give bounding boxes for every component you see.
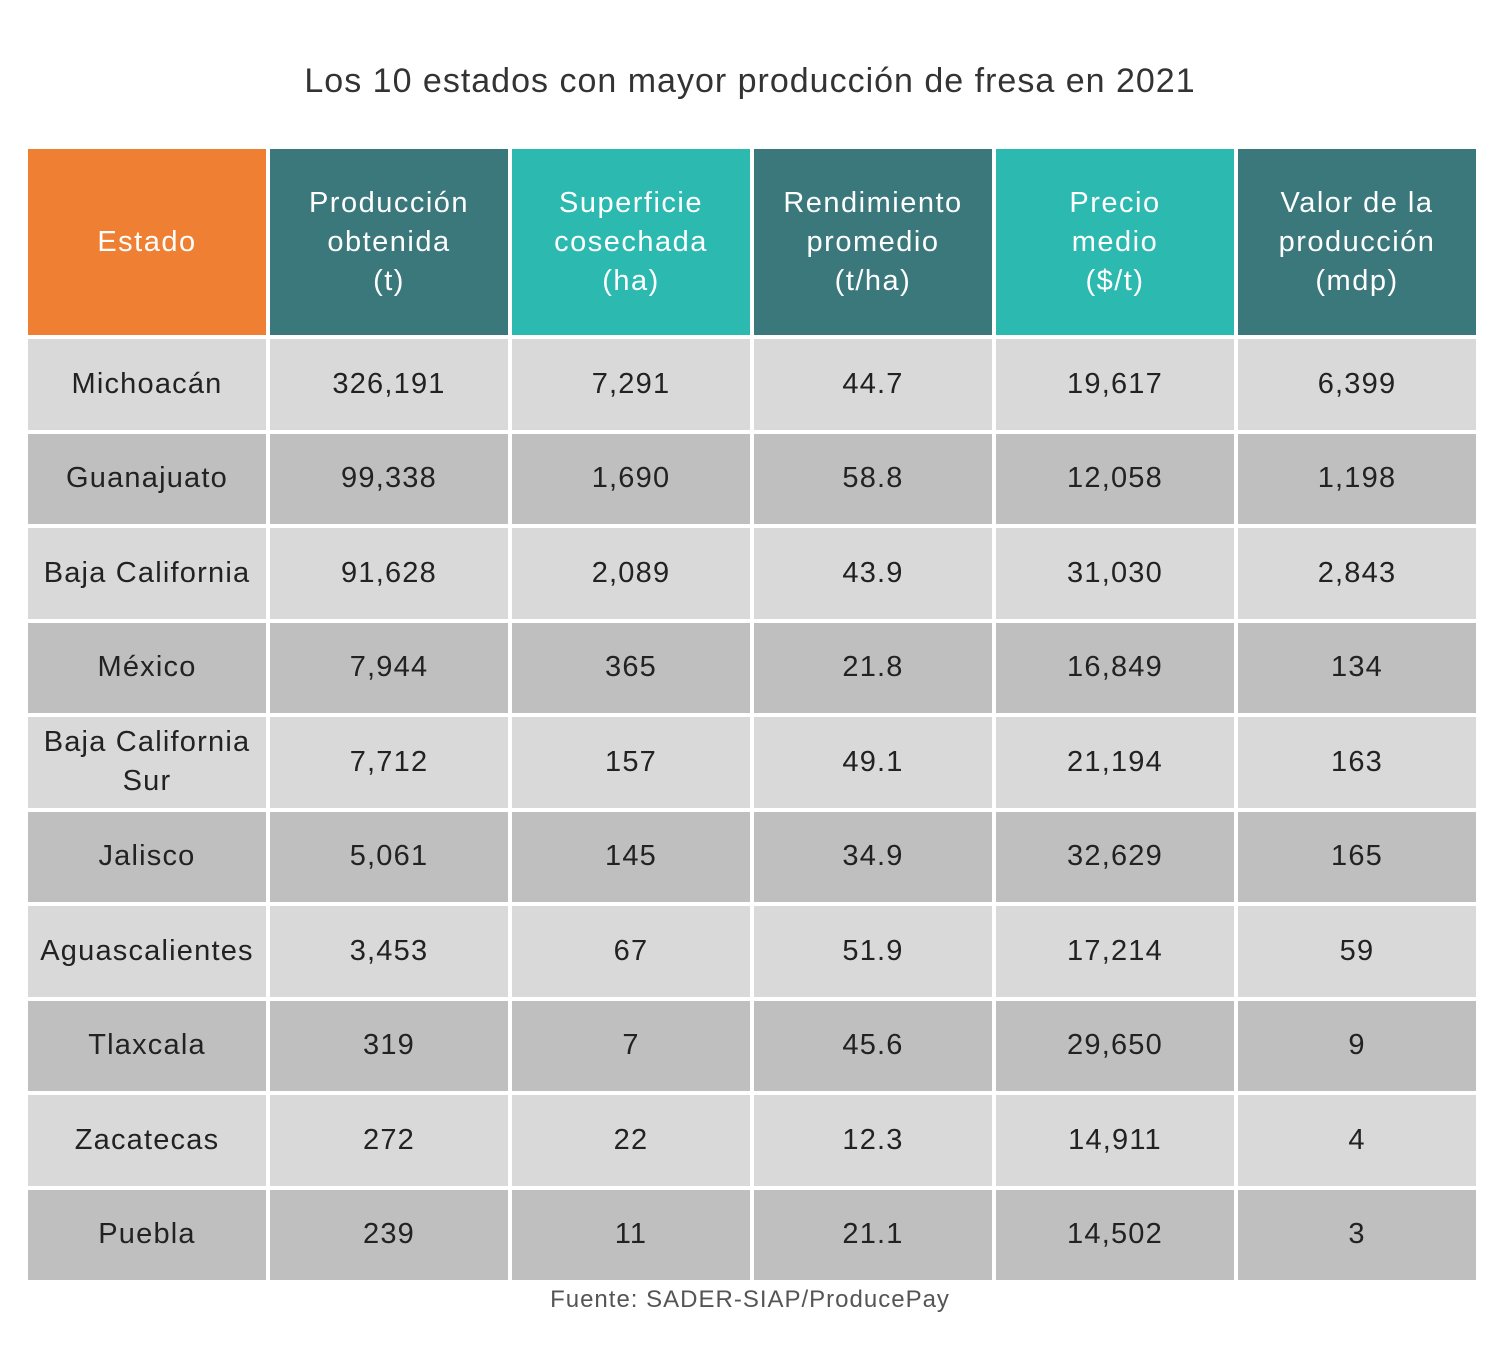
value-cell: 7 [508,996,754,1095]
value-cell: 21.8 [750,618,996,717]
column-header: Rendimiento promedio (t/ha) [750,145,996,339]
state-name-cell: Baja California Sur [24,713,270,812]
value-cell: 134 [1234,618,1480,717]
column-header-line: Valor de la [1280,186,1434,219]
value-cell: 12,058 [992,429,1238,528]
column-header: Precio medio ($/t) [992,145,1238,339]
state-name-cell: Jalisco [24,807,270,906]
value-cell: 4 [1234,1091,1480,1190]
table-row: Zacatecas 272 22 12.3 14,911 4 [24,1091,1480,1190]
value-cell: 99,338 [266,429,512,528]
value-cell: 45.6 [750,996,996,1095]
state-name-cell: México [24,618,270,717]
value-cell: 11 [508,1185,754,1284]
table-row: Baja California 91,628 2,089 43.9 31,030 2,84… [24,524,1480,623]
column-header-line: (t) [373,264,405,297]
value-cell: 34.9 [750,807,996,906]
value-cell: 3,453 [266,902,512,1001]
value-cell: 31,030 [992,524,1238,623]
column-header-line: (ha) [602,264,660,297]
value-cell: 59 [1234,902,1480,1001]
table-row: Tlaxcala 319 7 45.6 29,650 9 [24,996,1480,1095]
value-cell: 239 [266,1185,512,1284]
value-cell: 165 [1234,807,1480,906]
value-cell: 272 [266,1091,512,1190]
column-header-line: obtenida [327,225,451,258]
value-cell: 2,843 [1234,524,1480,623]
table-row: Baja California Sur 7,712 157 49.1 21,194 163 [24,713,1480,812]
table-row: Puebla 239 11 21.1 14,502 3 [24,1185,1480,1284]
table-row: Aguascalientes 3,453 67 51.9 17,214 59 [24,902,1480,1001]
value-cell: 365 [508,618,754,717]
column-header-line: Superficie [559,186,703,219]
value-cell: 16,849 [992,618,1238,717]
column-header-line: Estado [97,225,197,258]
value-cell: 51.9 [750,902,996,1001]
data-table-container: Estado Producción obtenida (t) Superficie cos… [24,145,1480,1284]
value-cell: 6,399 [1234,335,1480,434]
value-cell: 19,617 [992,335,1238,434]
value-cell: 9 [1234,996,1480,1095]
column-header-line: cosechada [554,225,708,258]
column-header-line: ($/t) [1085,264,1145,297]
source-note: Fuente: SADER-SIAP/ProducePay [550,1286,950,1313]
column-header: Superficie cosechada (ha) [508,145,754,339]
value-cell: 326,191 [266,335,512,434]
state-name-cell: Baja California [24,524,270,623]
table-row: Michoacán 326,191 7,291 44.7 19,617 6,399 [24,335,1480,434]
value-cell: 7,712 [266,713,512,812]
table-row: Guanajuato 99,338 1,690 58.8 12,058 1,198 [24,429,1480,528]
table-header-row: Estado Producción obtenida (t) Superficie cos… [24,145,1480,339]
value-cell: 21.1 [750,1185,996,1284]
column-header: Estado [24,145,270,339]
value-cell: 145 [508,807,754,906]
state-name-cell: Puebla [24,1185,270,1284]
column-header-line: medio [1071,225,1159,258]
value-cell: 21,194 [992,713,1238,812]
value-cell: 7,291 [508,335,754,434]
value-cell: 163 [1234,713,1480,812]
value-cell: 1,198 [1234,429,1480,528]
column-header-line: Precio [1069,186,1161,219]
value-cell: 49.1 [750,713,996,812]
table-row: Jalisco 5,061 145 34.9 32,629 165 [24,807,1480,906]
table-body: Michoacán 326,191 7,291 44.7 19,617 6,399 Guan… [24,335,1480,1284]
value-cell: 29,650 [992,996,1238,1095]
value-cell: 32,629 [992,807,1238,906]
value-cell: 22 [508,1091,754,1190]
table-title: Los 10 estados con mayor producción de f… [304,62,1196,100]
value-cell: 58.8 [750,429,996,528]
column-header-line: Producción [308,186,470,219]
column-header-line: (mdp) [1315,264,1399,297]
value-cell: 17,214 [992,902,1238,1001]
value-cell: 67 [508,902,754,1001]
value-cell: 3 [1234,1185,1480,1284]
value-cell: 14,502 [992,1185,1238,1284]
value-cell: 44.7 [750,335,996,434]
state-name-cell: Tlaxcala [24,996,270,1095]
column-header-line: (t/ha) [834,264,912,297]
state-name-cell: Aguascalientes [24,902,270,1001]
value-cell: 157 [508,713,754,812]
value-cell: 2,089 [508,524,754,623]
column-header-line: Rendimiento [783,186,963,219]
value-cell: 43.9 [750,524,996,623]
value-cell: 7,944 [266,618,512,717]
value-cell: 12.3 [750,1091,996,1190]
value-cell: 319 [266,996,512,1095]
column-header-line: promedio [806,225,940,258]
value-cell: 91,628 [266,524,512,623]
column-header-line: producción [1278,225,1436,258]
value-cell: 14,911 [992,1091,1238,1190]
column-header: Producción obtenida (t) [266,145,512,339]
state-name-cell: Guanajuato [24,429,270,528]
column-header: Valor de la producción (mdp) [1234,145,1480,339]
state-name-cell: Zacatecas [24,1091,270,1190]
state-name-cell: Michoacán [24,335,270,434]
strawberry-production-table: Estado Producción obtenida (t) Superficie cos… [24,145,1480,1284]
table-row: México 7,944 365 21.8 16,849 134 [24,618,1480,717]
value-cell: 1,690 [508,429,754,528]
value-cell: 5,061 [266,807,512,906]
